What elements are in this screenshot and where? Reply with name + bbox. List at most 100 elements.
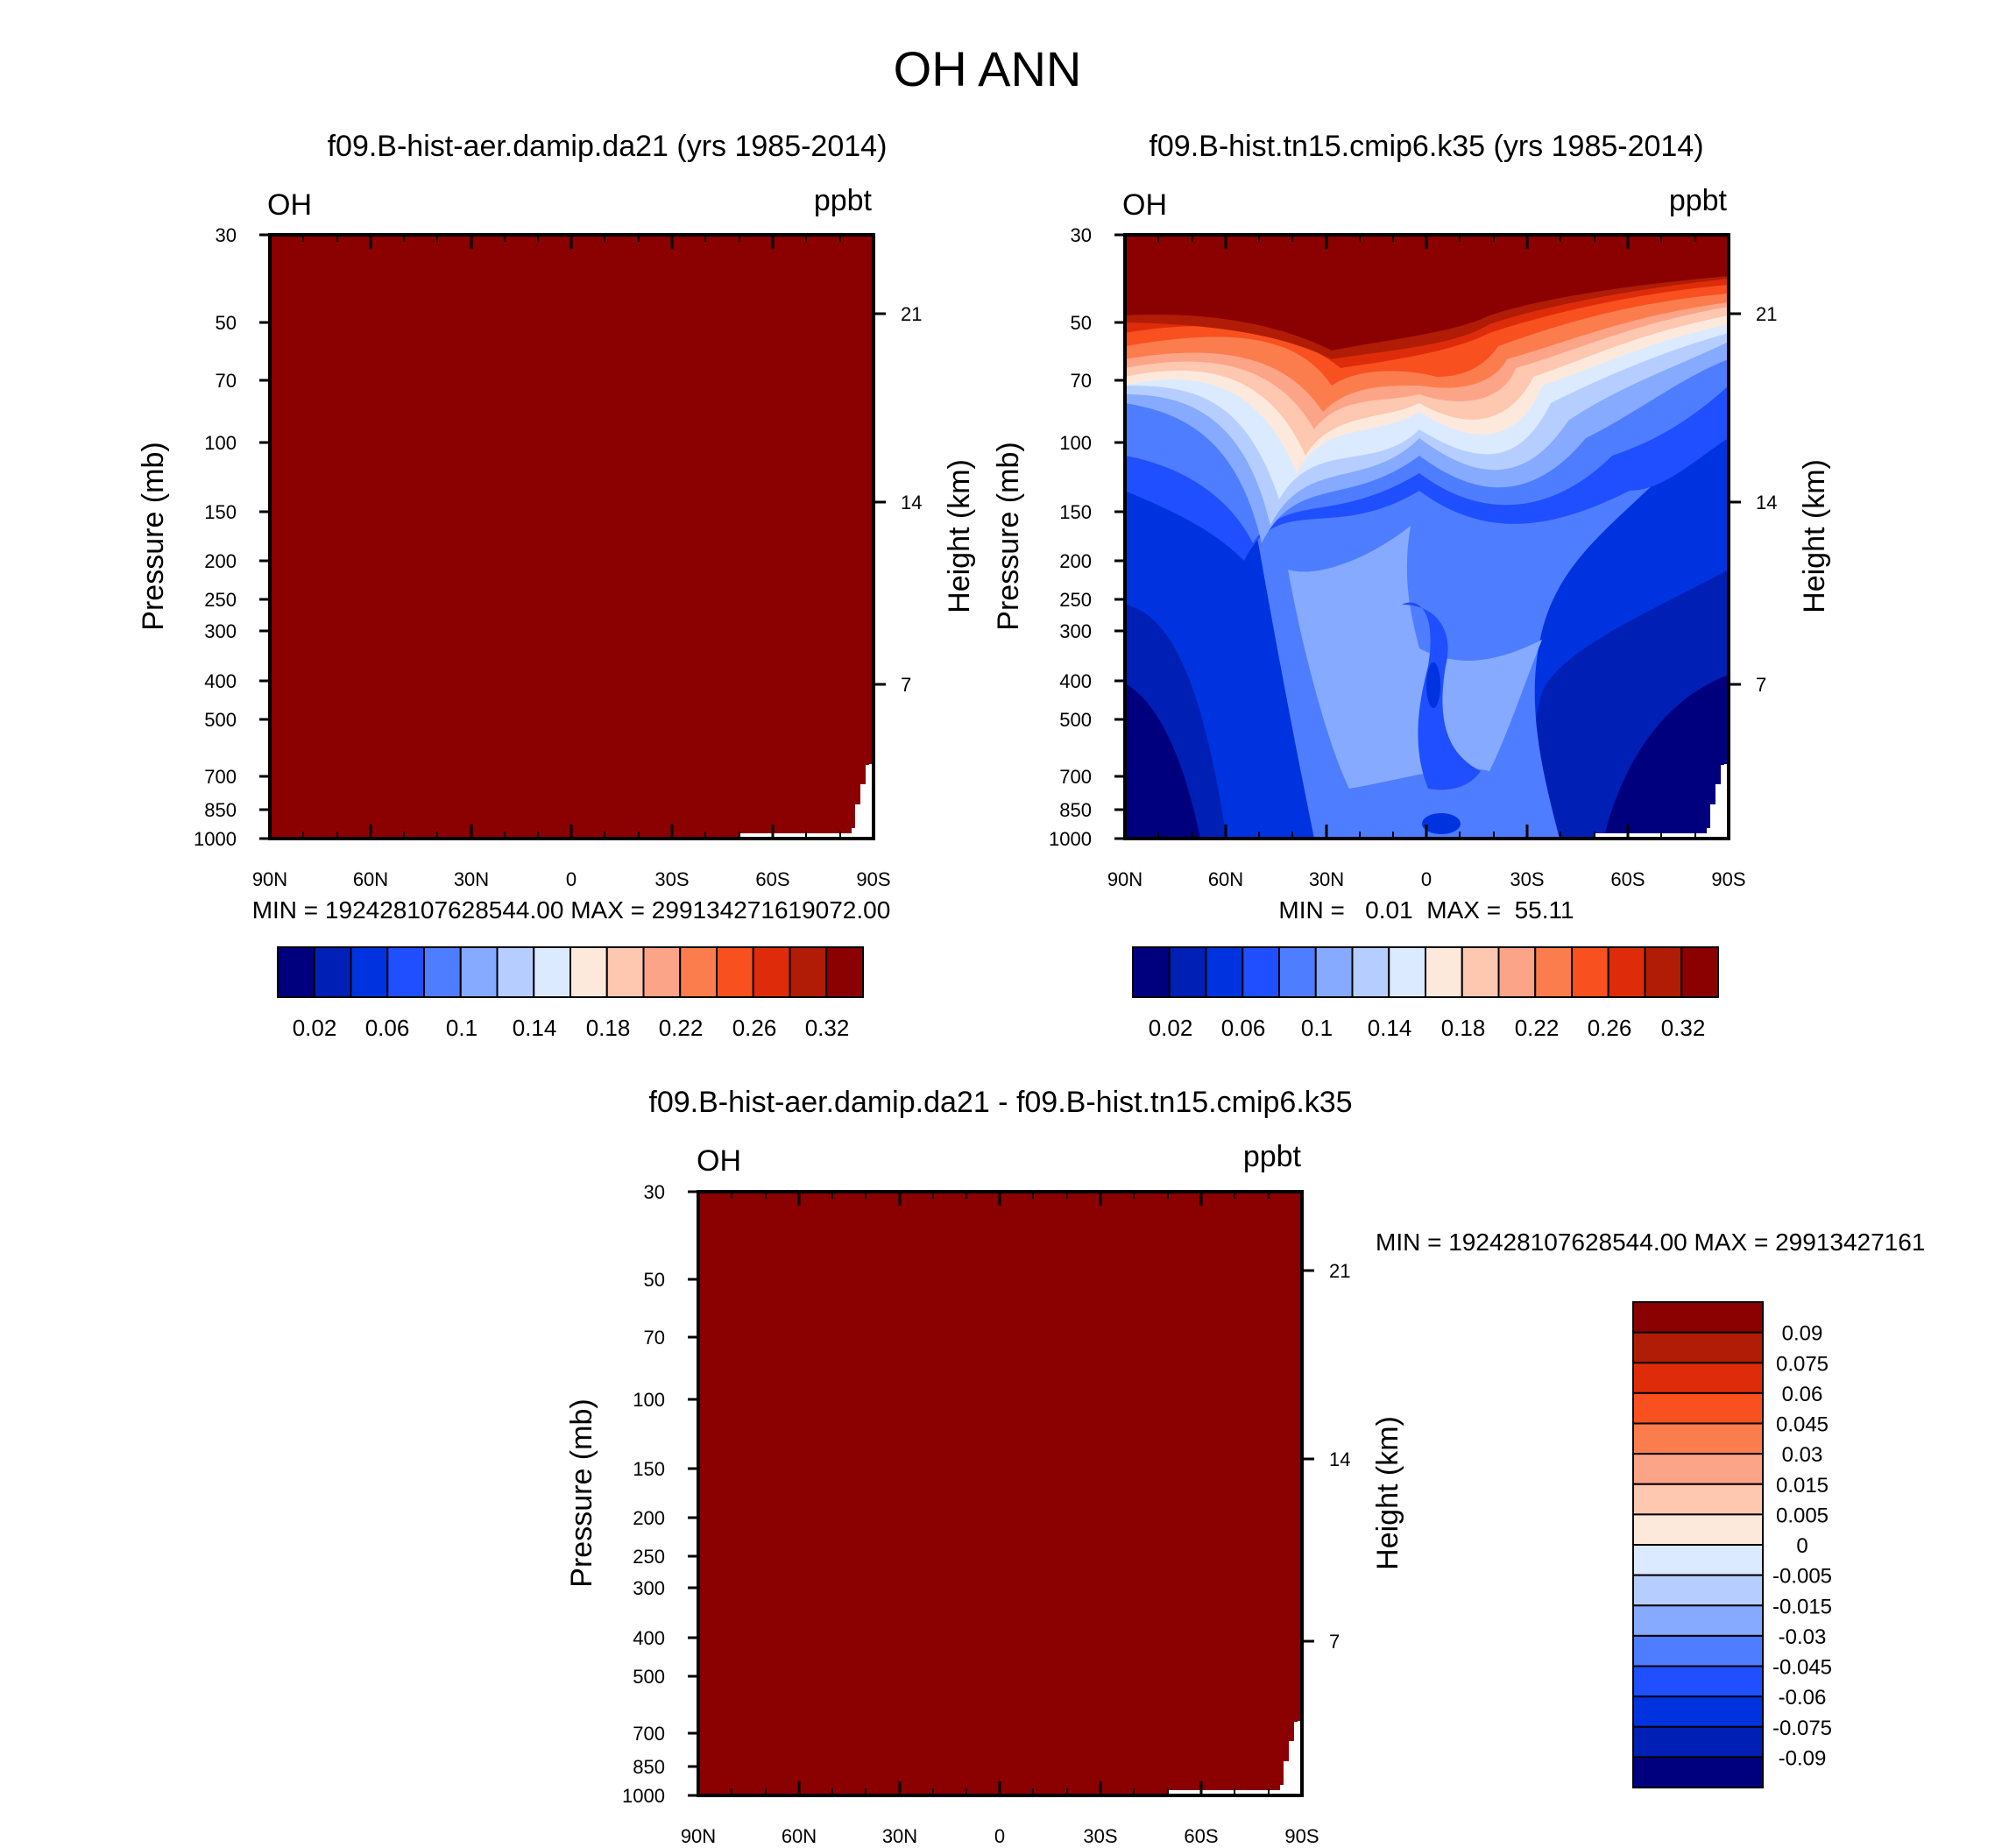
- panel-c-y-tick-label: 1000: [622, 1785, 665, 1807]
- panel-a-x-tick-label: 60S: [755, 868, 789, 890]
- panel-a-missing-data: [740, 764, 874, 839]
- panel-c-ylabel-right: Height (km): [1371, 1416, 1404, 1570]
- panel-b-colorbar-box: [1278, 946, 1317, 998]
- panel-b: f09.B-hist.tn15.cmip6.k35 (yrs 1985-2014…: [992, 130, 1831, 1041]
- panel-c-colorbar-box: [1632, 1604, 1764, 1637]
- panel-c-colorbar-box: [1632, 1756, 1764, 1788]
- panel-b-colorbar-label: 0.06: [1221, 1015, 1266, 1041]
- panel-a-y-right-tick-label: 21: [901, 303, 922, 325]
- panel-b-y-right-tick-label: 14: [1756, 492, 1777, 513]
- panel-c-y-right-tick-label: 7: [1329, 1631, 1340, 1653]
- panel-a-y-right-tick-label: 14: [901, 492, 922, 513]
- panel-b-colorbar-box: [1314, 946, 1354, 998]
- panel-c-colorbar-label: 0.005: [1776, 1504, 1829, 1527]
- panel-a-colorbar-box: [825, 946, 864, 998]
- panel-a-x-tick-label: 90S: [856, 868, 890, 890]
- panel-c-colorbar-box: [1632, 1696, 1764, 1728]
- panel-c-colorbar-box: [1632, 1331, 1764, 1364]
- panel-c-x-tick-label: 60S: [1184, 1825, 1218, 1847]
- panel-c-right-label: ppbt: [1243, 1140, 1302, 1173]
- panel-a-colorbar-box: [496, 946, 535, 998]
- panel-b-contour-level-1: [1125, 789, 1192, 839]
- panel-a-colorbar-boxes: [277, 946, 864, 998]
- panel-c-ylabel: Pressure (mb): [565, 1398, 598, 1587]
- panel-a-y-tick-label: 400: [204, 670, 237, 692]
- panel-c-x-minor-ticks: [731, 1192, 1270, 1795]
- panel-c-colorbar-label: -0.075: [1772, 1717, 1832, 1740]
- panel-c-x-ticks: [697, 1192, 1304, 1795]
- panel-a-y-tick-label: 500: [204, 709, 237, 731]
- panel-a-left-label: OH: [267, 188, 312, 222]
- panel-b-contour-level-15: [1125, 235, 1729, 350]
- panel-a-colorbar-label: 0.22: [659, 1015, 704, 1041]
- panel-b-colorbar-box: [1534, 946, 1573, 998]
- panel-a-colorbar-box: [313, 946, 352, 998]
- panel-c-colorbar-box: [1632, 1513, 1764, 1546]
- panel-b-colorbar-box: [1168, 946, 1207, 998]
- panel-c-colorbar-box: [1632, 1725, 1764, 1759]
- panel-b-title: f09.B-hist.tn15.cmip6.k35 (yrs 1985-2014…: [1149, 130, 1703, 163]
- panel-c-y-right-tick-label: 21: [1329, 1260, 1350, 1282]
- panel-a-colorbar-box: [716, 946, 754, 998]
- panel-b-colorbar-box: [1242, 946, 1280, 998]
- panel-c-colorbar-label: -0.005: [1772, 1565, 1832, 1589]
- panel-a-title: f09.B-hist-aer.damip.da21 (yrs 1985-2014…: [328, 130, 888, 163]
- panel-c-colorbar-labels: 0.09 0.075 0.06 0.045 0.03 0.015 0.005 0 -0.005 -…: [1772, 1322, 1832, 1771]
- panel-a-colorbar-label: 0.1: [446, 1015, 478, 1041]
- panel-a-y-tick-label: 150: [204, 501, 237, 523]
- panel-c-colorbar: 0.09 0.075 0.06 0.045 0.03 0.015 0.005 0 -0.005 -…: [1632, 1301, 1832, 1788]
- panel-b-x-tick-label: 60S: [1610, 868, 1645, 890]
- panel-a-field: [270, 235, 874, 839]
- panel-b-y-right-tick-label: 7: [1756, 674, 1766, 696]
- panel-b-y-tick-label: 300: [1059, 620, 1092, 642]
- panel-c-y-right-tick-label: 14: [1329, 1448, 1350, 1470]
- panel-a-x-ticks: [268, 235, 875, 839]
- panel-c-y-ticks: [688, 1190, 1314, 1797]
- panel-b-y-tick-label: 100: [1059, 432, 1092, 454]
- panel-c-colorbar-box: [1632, 1362, 1764, 1394]
- panel-c-x-tick-label: 30S: [1083, 1825, 1117, 1847]
- panel-a-stats: MIN = 192428107628544.00 MAX = 299134271…: [252, 896, 891, 924]
- panel-b-ylabel-right: Height (km): [1798, 459, 1831, 613]
- panel-b-colorbar-box: [1425, 946, 1463, 998]
- panel-b-y-tick-label: 30: [1071, 224, 1092, 246]
- panel-b-colorbar-box: [1607, 946, 1646, 998]
- panel-b-contour-level-2: [1426, 662, 1440, 708]
- panel-c-colorbar-box: [1632, 1391, 1764, 1425]
- panel-c-y-tick-label: 30: [644, 1181, 665, 1203]
- panel-c-y-tick-label: 150: [633, 1458, 665, 1480]
- panel-c-plot-area: [698, 1192, 1302, 1795]
- panel-b-y-tick-label: 200: [1059, 550, 1092, 572]
- panel-b-y-tick-label: 400: [1059, 670, 1092, 692]
- panel-c-y-tick-label: 500: [633, 1666, 665, 1688]
- panel-b-x-minor-ticks: [1157, 235, 1696, 839]
- panel-a-colorbar-box: [459, 946, 499, 998]
- panel-b-colorbar-box: [1388, 946, 1426, 998]
- panel-b-colorbar: 0.02 0.06 0.1 0.14 0.18 0.22 0.26 0.32: [1132, 946, 1719, 1041]
- panel-a-y-tick-label: 100: [204, 432, 237, 454]
- panel-a-colorbar-box: [789, 946, 828, 998]
- panel-a-colorbar-box: [679, 946, 718, 998]
- panel-b-right-label: ppbt: [1669, 184, 1728, 217]
- panel-a-colorbar-label: 0.32: [805, 1015, 850, 1041]
- panel-a-ylabel: Pressure (mb): [137, 442, 170, 630]
- panel-a-colorbar-label: 0.14: [513, 1015, 557, 1041]
- panel-c-colorbar-box: [1632, 1453, 1764, 1485]
- panel-b-x-tick-label: 60N: [1208, 868, 1243, 890]
- panel-c-colorbar-label: 0.075: [1776, 1352, 1829, 1376]
- panel-b-colorbar-box: [1497, 946, 1537, 998]
- panel-c-y-tick-label: 700: [633, 1723, 665, 1745]
- panel-a-x-tick-label: 30S: [654, 868, 689, 890]
- panel-b-colorbar-box: [1132, 946, 1171, 998]
- panel-a-colorbar-label: 0.18: [586, 1015, 631, 1041]
- panel-a-y-tick-label: 70: [216, 370, 237, 392]
- panel-a-x-tick-label: 60N: [353, 868, 388, 890]
- panel-a-colorbar-box: [569, 946, 608, 998]
- panel-b-ylabel: Pressure (mb): [992, 442, 1025, 630]
- panel-b-colorbar-box: [1571, 946, 1609, 998]
- panel-a-y-tick-label: 850: [204, 799, 237, 821]
- panel-a-x-minor-ticks: [302, 235, 841, 839]
- panel-b-left-label: OH: [1122, 188, 1167, 222]
- panel-b-y-tick-label: 500: [1059, 709, 1092, 731]
- panel-a-ylabel-right: Height (km): [943, 459, 976, 613]
